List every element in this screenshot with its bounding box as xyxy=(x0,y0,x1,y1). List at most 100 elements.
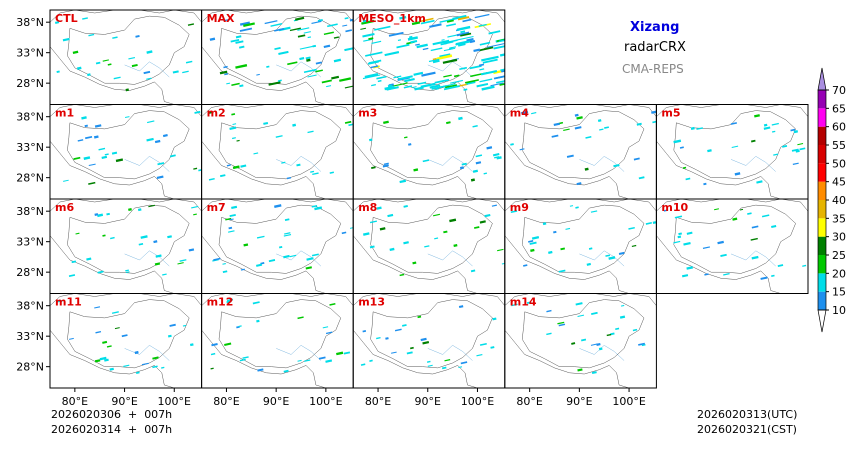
echo-mark xyxy=(343,351,351,355)
echo-mark xyxy=(224,342,232,346)
echo-mark xyxy=(428,58,440,63)
echo-mark xyxy=(443,85,460,91)
boundary-line xyxy=(370,204,493,274)
lat-tick-label: 28°N xyxy=(16,266,44,279)
echo-mark xyxy=(226,164,231,167)
echo-mark xyxy=(76,66,82,70)
boundary-line xyxy=(67,299,190,369)
echo-mark xyxy=(791,148,799,152)
echo-mark xyxy=(303,68,317,74)
echo-mark xyxy=(389,247,395,252)
echo-mark xyxy=(761,214,770,218)
echo-mark xyxy=(310,170,315,173)
panel-m2: m2 xyxy=(201,104,354,200)
echo-mark xyxy=(315,69,323,73)
echo-mark xyxy=(457,42,466,47)
echo-mark xyxy=(311,253,319,257)
river-line xyxy=(427,250,473,267)
echo-mark xyxy=(677,235,682,239)
echo-mark xyxy=(651,110,657,114)
echo-mark xyxy=(683,241,691,246)
echo-mark xyxy=(581,338,587,342)
lat-tick-label: 28°N xyxy=(16,77,44,90)
echo-mark xyxy=(243,22,255,27)
echo-mark xyxy=(124,116,130,119)
echo-mark xyxy=(458,305,464,309)
echo-mark xyxy=(608,256,616,260)
echo-mark xyxy=(453,244,458,248)
echo-mark xyxy=(449,218,457,223)
echo-mark xyxy=(325,331,333,335)
panel-m1: m1 xyxy=(49,104,203,200)
echo-mark xyxy=(586,262,591,266)
colorbar-tick-label: 25 xyxy=(832,249,846,262)
echo-mark xyxy=(312,44,317,48)
echo-mark xyxy=(499,82,505,86)
echo-mark xyxy=(479,342,487,346)
echo-mark xyxy=(177,262,184,265)
echo-mark xyxy=(68,337,74,340)
boundary-line xyxy=(201,140,326,199)
echo-mark xyxy=(596,342,601,346)
echo-mark xyxy=(114,327,120,330)
echo-mark xyxy=(54,21,60,24)
colorbar-segment xyxy=(818,291,826,310)
boundary-line xyxy=(656,235,781,294)
lat-tick-label: 38°N xyxy=(16,300,44,313)
echo-mark xyxy=(101,155,108,160)
echo-mark xyxy=(500,66,505,72)
echo-mark xyxy=(82,17,88,20)
echo-mark xyxy=(109,367,114,371)
echo-mark xyxy=(210,352,216,356)
echo-mark xyxy=(444,84,458,89)
echo-mark xyxy=(194,110,201,114)
echo-mark xyxy=(432,57,437,61)
lat-tick-label: 28°N xyxy=(16,172,44,185)
echo-mark xyxy=(361,19,375,25)
lat-tick-label: 33°N xyxy=(16,47,44,60)
echo-mark xyxy=(387,84,393,88)
echo-mark xyxy=(531,112,537,115)
valid-time-utc: 2026020313(UTC) xyxy=(697,408,798,421)
colorbar-segment xyxy=(818,273,826,292)
colorbar-tick-label: 45 xyxy=(832,176,846,189)
echo-mark xyxy=(312,172,319,176)
echo-mark xyxy=(104,153,109,156)
echo-mark xyxy=(106,345,112,348)
echo-mark xyxy=(406,351,413,355)
echo-mark xyxy=(763,123,768,127)
echo-mark xyxy=(224,19,229,22)
echo-mark xyxy=(577,314,585,318)
echo-mark xyxy=(339,77,352,82)
echo-mark xyxy=(424,245,430,248)
echo-mark xyxy=(185,60,193,64)
river-line xyxy=(427,344,473,361)
echo-mark xyxy=(604,126,610,129)
echo-mark xyxy=(396,43,410,49)
echo-mark xyxy=(299,56,305,61)
echo-mark xyxy=(521,110,529,115)
lon-tick-label: 90°E xyxy=(263,395,289,408)
echo-mark xyxy=(369,138,373,142)
panel-m5: m5 xyxy=(655,104,809,200)
echo-mark xyxy=(632,328,638,332)
echo-mark xyxy=(223,65,228,69)
river-line xyxy=(124,61,170,78)
echo-mark xyxy=(531,236,540,240)
boundary-line xyxy=(504,293,657,306)
colorbar-under-arrow xyxy=(817,309,827,333)
panel-label: CTL xyxy=(55,12,78,25)
echo-mark xyxy=(305,266,312,270)
echo-mark xyxy=(134,350,139,355)
echo-mark xyxy=(413,168,419,172)
echo-mark xyxy=(256,73,260,76)
echo-mark xyxy=(86,257,92,261)
lat-tick-label: 33°N xyxy=(16,141,44,154)
echo-mark xyxy=(397,75,413,81)
echo-mark xyxy=(83,156,91,160)
colorbar-segment xyxy=(818,163,826,182)
echo-mark xyxy=(125,271,130,274)
echo-mark xyxy=(443,230,448,234)
echo-mark xyxy=(376,75,387,80)
echo-mark xyxy=(303,31,311,34)
